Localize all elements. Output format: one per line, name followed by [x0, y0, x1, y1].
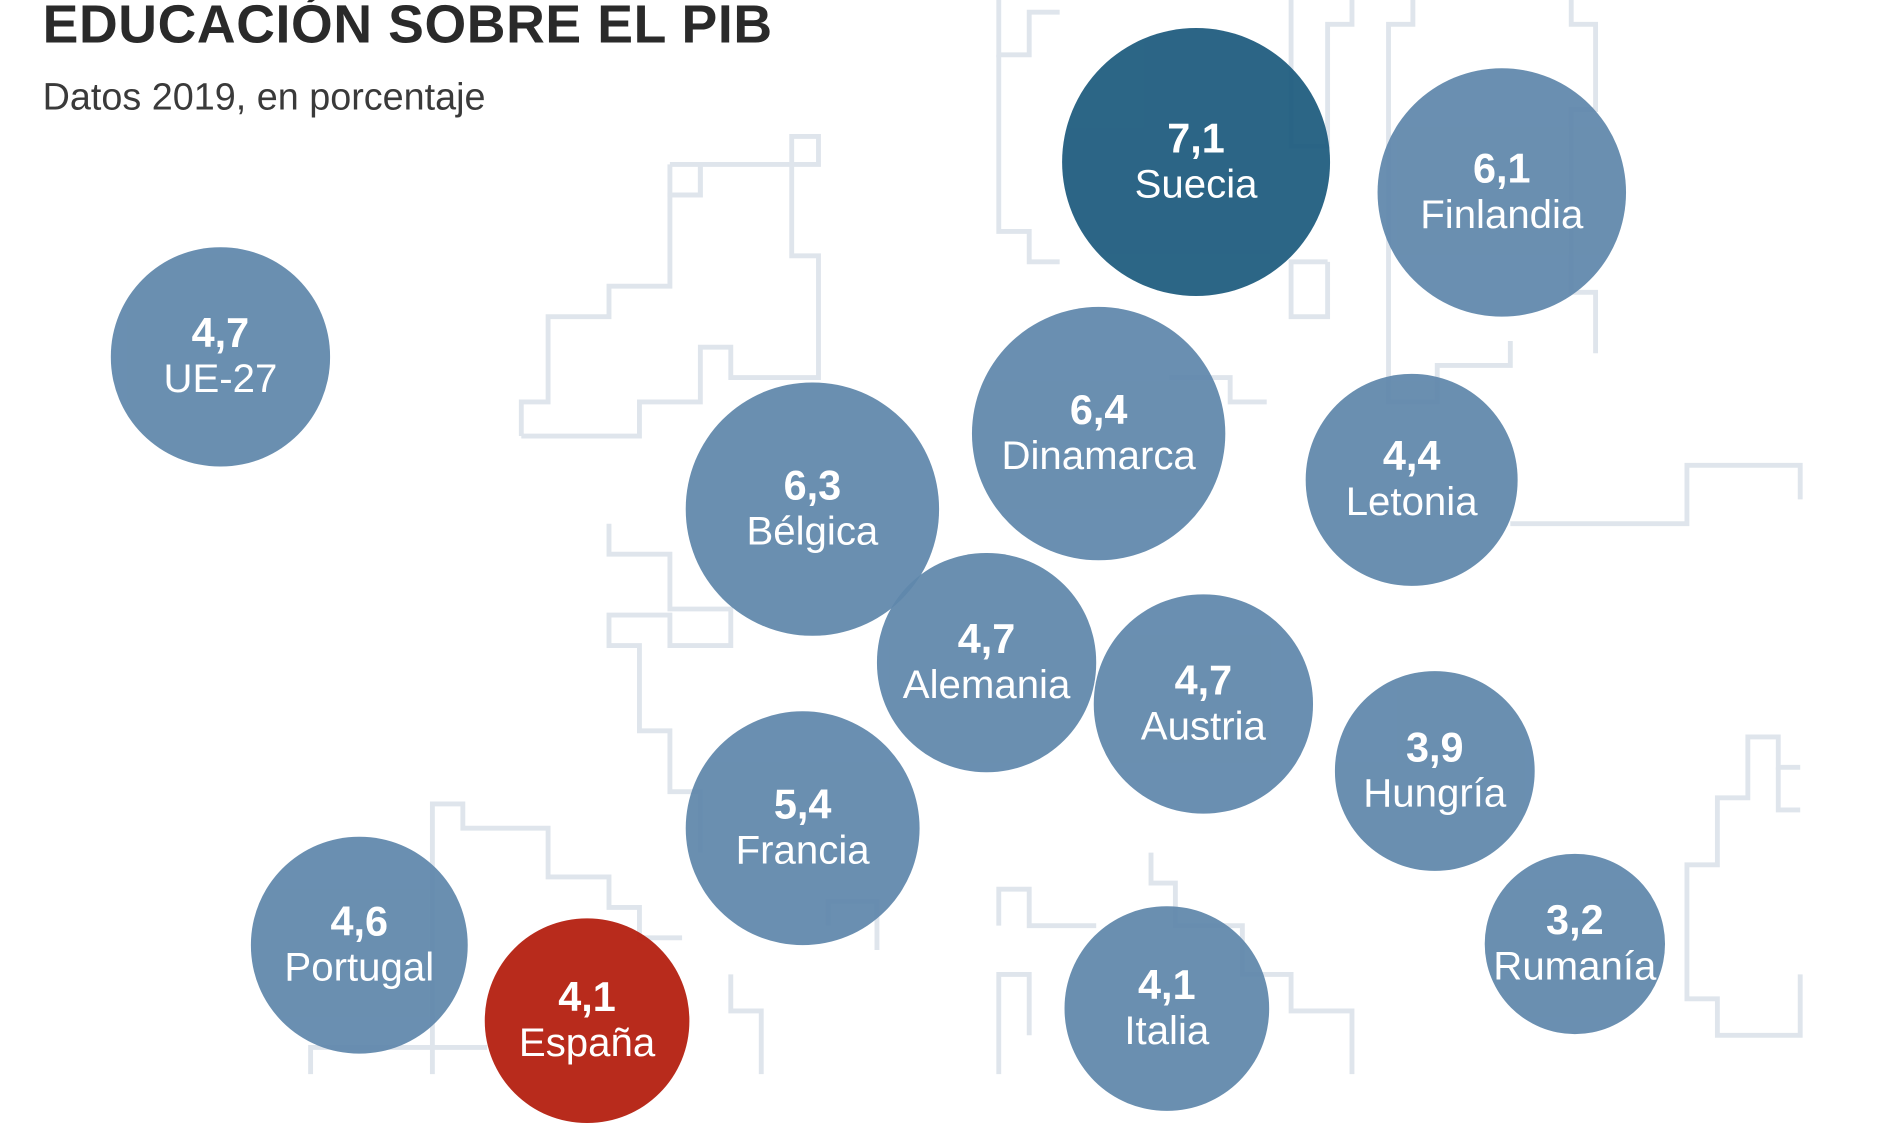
map-border-line — [996, 54, 1060, 265]
bubble-value: 5,4 — [773, 781, 832, 829]
bubble-italia: 4,1 Italia — [1064, 906, 1269, 1111]
map-border-line — [1510, 462, 1803, 527]
map-border-line — [667, 161, 703, 198]
bubble-dinamarca: 6,4 Dinamarca — [971, 306, 1226, 561]
bubble-value: 7,1 — [1167, 115, 1225, 162]
bubble-value: 4,6 — [330, 898, 389, 946]
bubble-label: UE-27 — [163, 355, 278, 401]
bubble-value: 4,7 — [191, 310, 250, 357]
bubble-value: 6,3 — [783, 462, 842, 510]
map-border-line — [429, 801, 683, 1075]
bubble-value: 4,4 — [1382, 433, 1441, 480]
bubble-label: Letonia — [1345, 478, 1478, 524]
bubble-label: Suecia — [1134, 160, 1258, 206]
bubble-label: Dinamarca — [1001, 432, 1196, 478]
bubble-label: Francia — [735, 827, 870, 873]
bubble-suecia: 7,1 Suecia — [1062, 27, 1331, 297]
bubble-label: Portugal — [284, 943, 435, 989]
map-border-line — [996, 971, 1032, 1075]
map-border-line — [518, 133, 821, 439]
bubble-finlandia: 6,1 Finlandia — [1377, 68, 1627, 317]
bubble-portugal: 4,6 Portugal — [251, 837, 468, 1054]
map-border-line — [1288, 259, 1331, 320]
bubble-value: 4,7 — [1174, 657, 1233, 704]
bubble-label: Finlandia — [1420, 191, 1584, 237]
map-border-line — [728, 974, 764, 1075]
bubble-value: 6,4 — [1069, 387, 1128, 434]
bubble-bélgica: 6,3 Bélgica — [686, 382, 939, 636]
map-border-line — [996, 0, 1060, 58]
bubble-letonia: 4,4 Letonia — [1306, 374, 1518, 586]
bubble-value: 4,1 — [558, 974, 616, 1021]
bubble-hungría: 3,9 Hungría — [1335, 671, 1535, 871]
bubble-label: Rumanía — [1493, 942, 1657, 988]
map-border-line — [1775, 767, 1801, 813]
bubble-value: 3,9 — [1406, 724, 1464, 771]
bubble-rumanía: 3,2 Rumanía — [1484, 853, 1665, 1034]
map-border-line — [996, 886, 1097, 929]
map-border-line — [606, 523, 734, 853]
bubble-label: Italia — [1124, 1007, 1210, 1053]
bubble-label: Bélgica — [746, 507, 879, 553]
bubble-españa: 4,1 España — [485, 918, 689, 1123]
bubble-ue-27: 4,7 UE-27 — [111, 247, 330, 466]
map-border-line — [308, 1045, 488, 1075]
bubble-francia: 5,4 Francia — [685, 711, 920, 946]
bubble-label: Alemania — [902, 661, 1071, 707]
europe-map-outline — [308, 0, 1803, 1075]
bubble-value: 6,1 — [1472, 146, 1531, 193]
bubble-value: 3,2 — [1546, 897, 1604, 944]
map-border-line — [1684, 734, 1803, 1038]
chart: EDUCACIÓN SOBRE EL PIB Datos 2019, en po… — [42, 0, 1803, 1123]
bubble-label: Hungría — [1363, 769, 1507, 815]
bubble-austria: 4,7 Austria — [1094, 594, 1313, 814]
chart-title: EDUCACIÓN SOBRE EL PIB — [42, 0, 773, 55]
bubble-value: 4,7 — [957, 616, 1016, 663]
bubble-value: 4,1 — [1138, 962, 1196, 1009]
chart-subtitle: Datos 2019, en porcentaje — [42, 75, 486, 119]
bubble-label: Austria — [1140, 702, 1266, 748]
bubble-alemania: 4,7 Alemania — [877, 553, 1096, 772]
bubble-label: España — [518, 1019, 656, 1065]
